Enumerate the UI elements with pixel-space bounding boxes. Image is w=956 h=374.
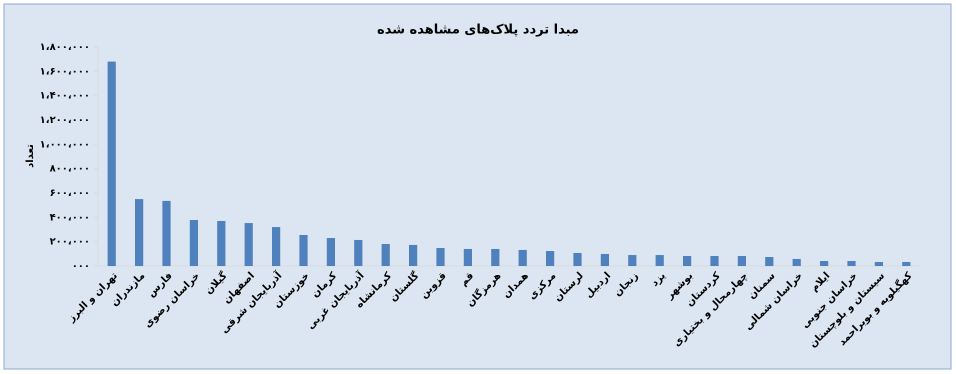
y-tick-label: ۱،۲۰۰،۰۰۰ — [40, 115, 90, 126]
bar — [491, 248, 500, 266]
bar — [189, 220, 199, 266]
bar — [162, 200, 171, 266]
bar — [819, 261, 829, 266]
bar — [792, 258, 801, 266]
bar — [107, 61, 116, 266]
bar — [710, 256, 719, 266]
bar — [518, 249, 527, 266]
y-tick-label: ۱،۶۰۰،۰۰۰ — [40, 66, 90, 77]
y-tick-label: ۲۰۰،۰۰۰ — [50, 237, 90, 248]
bar — [408, 244, 418, 266]
bar — [326, 238, 336, 266]
bar — [244, 223, 253, 266]
bar — [271, 227, 281, 266]
bar — [217, 220, 226, 266]
bar — [847, 261, 856, 266]
bar — [682, 256, 692, 266]
y-tick-label: ۰۰۰ — [72, 261, 90, 272]
bar — [600, 253, 610, 266]
y-tick-label: ۶۰۰،۰۰۰ — [50, 188, 90, 199]
bar — [463, 248, 473, 266]
bar — [737, 256, 747, 266]
y-tick-label: ۱،۴۰۰،۰۰۰ — [40, 91, 90, 102]
bar — [628, 255, 637, 266]
bar — [765, 256, 774, 266]
bar — [902, 261, 911, 266]
bar — [436, 247, 445, 266]
bar — [573, 252, 582, 266]
bar — [299, 234, 308, 266]
bar — [134, 199, 144, 266]
y-axis-label: تعداد — [25, 144, 36, 168]
bar — [381, 243, 390, 266]
bar — [874, 261, 884, 266]
bar — [545, 251, 555, 266]
chart-title: مبدا تردد پلاک‌های مشاهده شده — [377, 23, 579, 38]
y-tick-label: ۱،۸۰۰،۰۰۰ — [40, 42, 90, 53]
bar — [354, 239, 363, 266]
bar — [655, 255, 664, 266]
y-tick-label: ۱،۰۰۰،۰۰۰ — [40, 139, 90, 150]
y-tick-label: ۸۰۰،۰۰۰ — [50, 164, 90, 175]
y-tick-label: ۴۰۰،۰۰۰ — [50, 212, 90, 223]
chart-frame — [3, 3, 952, 370]
